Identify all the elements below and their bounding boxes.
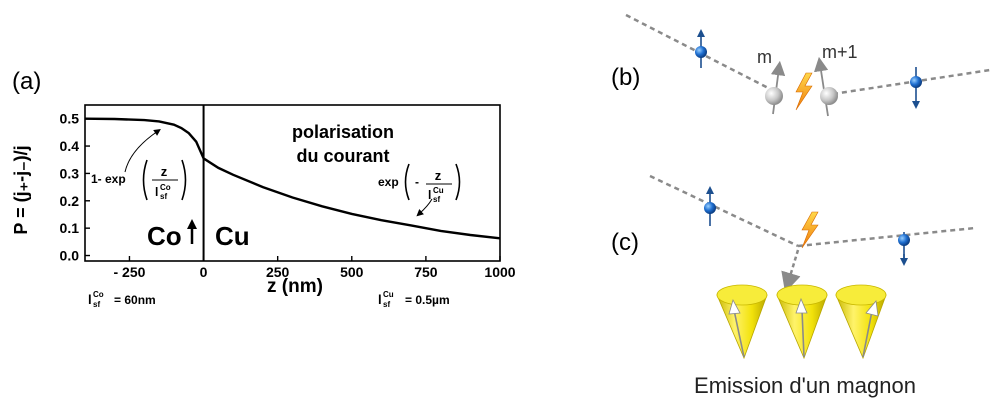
formula-right: exp - z l Cu sf: [378, 163, 461, 217]
panel-c-label: (c): [611, 229, 639, 256]
x-tick-label: 250: [266, 264, 290, 280]
moment-label-m: m: [757, 47, 772, 67]
formula-right-den-sup: Cu: [433, 186, 444, 195]
panel-a: (a) - 250 0 250 500 750 1000 0.00.10.20.30.40…: [11, 68, 516, 309]
formula-left-paren-close: [181, 159, 187, 201]
formula-right-den: l: [428, 188, 431, 202]
magnon-caption: Emission d'un magnon: [694, 373, 916, 398]
y-ticks: 0.0 0.1 0.2 0.3 0.4 0.5: [60, 111, 90, 264]
note-right-symbol: l: [378, 292, 382, 307]
region-label-co: Co: [147, 221, 182, 251]
atom-m-plus-1: [813, 56, 838, 117]
x-tick-label: 750: [414, 264, 438, 280]
formula-right-paren-close: [455, 163, 461, 201]
precession-cone-1: [716, 284, 768, 360]
y-tick-label: 0.3: [60, 165, 80, 181]
x-tick-label: 1000: [484, 264, 515, 280]
note-right-sub: sf: [383, 300, 390, 309]
y-tick-label: 0.4: [60, 138, 80, 154]
formula-left-num: z: [161, 164, 168, 179]
y-tick-label: 0.0: [60, 248, 80, 264]
annotation-title-line2: du courant: [297, 146, 390, 166]
precession-cone-2: [776, 284, 828, 360]
formula-left-pointer-arrow: [124, 129, 161, 173]
co-magnetization-arrow-icon: [187, 219, 197, 244]
note-left-symbol: l: [88, 292, 92, 307]
electron-spin-up: [704, 186, 716, 226]
formula-left-den: l: [155, 185, 158, 199]
x-tick-label: - 250: [114, 264, 146, 280]
panel-c: (c): [611, 174, 976, 398]
note-right: l Cu sf = 0.5µm: [378, 290, 450, 309]
electron-spin-up: [695, 29, 707, 68]
note-left-sup: Co: [93, 290, 104, 299]
formula-right-den-sub: sf: [433, 195, 440, 204]
formula-left-den-sup: Co: [160, 183, 171, 192]
y-tick-label: 0.2: [60, 193, 80, 209]
note-left-value: = 60nm: [114, 293, 156, 307]
interaction-spark-icon: [801, 211, 819, 249]
x-tick-label: 0: [200, 264, 208, 280]
x-tick-label: 500: [340, 264, 364, 280]
note-right-sup: Cu: [383, 290, 394, 299]
note-right-value: = 0.5µm: [405, 293, 450, 307]
formula-right-pointer-arrow: [416, 198, 433, 217]
formula-left-paren-open: [142, 159, 148, 201]
electron-spin-down: [898, 232, 910, 266]
electron-path-incoming: [649, 174, 799, 248]
region-label-cu: Cu: [215, 221, 250, 251]
formula-right-num: z: [435, 168, 442, 183]
formula-right-prefix: exp: [378, 175, 399, 189]
formula-left-den-sub: sf: [160, 192, 167, 201]
formula-right-minus: -: [415, 175, 419, 189]
x-axis-label: z (nm): [267, 276, 323, 297]
y-tick-label: 0.1: [60, 220, 80, 236]
electron-spin-down: [910, 67, 922, 109]
annotation-title-line1: polarisation: [292, 122, 394, 142]
x-ticks: - 250 0 250 500 750 1000: [114, 256, 516, 280]
polarisation-curve: [84, 117, 501, 240]
panel-a-label: (a): [12, 68, 41, 95]
electron-path-outgoing: [797, 226, 976, 248]
interaction-spark-icon: [795, 72, 813, 111]
plot-frame: [84, 104, 501, 262]
formula-left: 1- exp z l Co sf: [91, 129, 187, 201]
precession-cone-3: [835, 284, 887, 360]
y-tick-label: 0.5: [60, 111, 80, 127]
formula-right-paren-open: [404, 163, 410, 201]
note-left-sub: sf: [93, 300, 100, 309]
y-axis-label: P = (j₊-j₋)/j: [11, 145, 31, 234]
panel-b-label: (b): [611, 64, 640, 91]
moment-label-m-plus-1: m+1: [822, 42, 858, 62]
note-left: l Co sf = 60nm: [88, 290, 156, 309]
atom-m: [765, 60, 786, 115]
panel-b: (b) m m+1: [611, 13, 991, 117]
formula-left-prefix: 1- exp: [91, 172, 126, 186]
magnon-emission-arrow: [781, 249, 801, 293]
